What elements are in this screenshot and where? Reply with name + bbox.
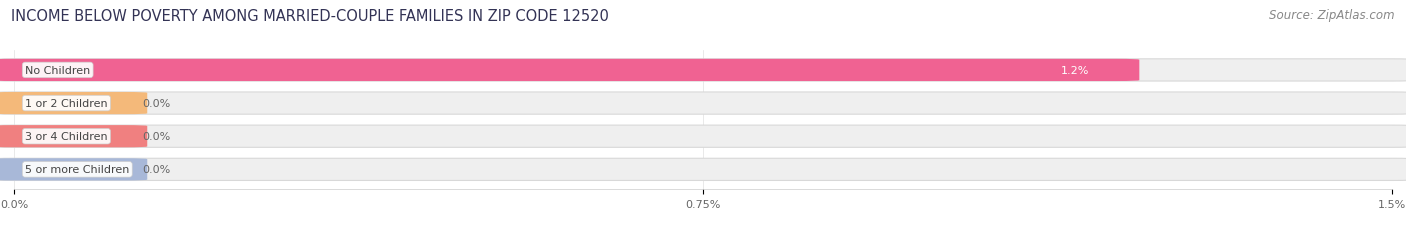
Text: 1 or 2 Children: 1 or 2 Children <box>25 99 108 109</box>
Text: 3 or 4 Children: 3 or 4 Children <box>25 132 108 142</box>
Text: Source: ZipAtlas.com: Source: ZipAtlas.com <box>1270 9 1395 22</box>
Text: INCOME BELOW POVERTY AMONG MARRIED-COUPLE FAMILIES IN ZIP CODE 12520: INCOME BELOW POVERTY AMONG MARRIED-COUPL… <box>11 9 609 24</box>
Text: 0.0%: 0.0% <box>142 165 172 175</box>
Text: 1.2%: 1.2% <box>1060 66 1088 76</box>
FancyBboxPatch shape <box>0 158 148 181</box>
Text: 0.0%: 0.0% <box>142 132 172 142</box>
FancyBboxPatch shape <box>0 60 1406 82</box>
FancyBboxPatch shape <box>0 93 1406 115</box>
FancyBboxPatch shape <box>0 126 148 148</box>
Text: No Children: No Children <box>25 66 90 76</box>
FancyBboxPatch shape <box>0 93 148 115</box>
FancyBboxPatch shape <box>0 158 1406 181</box>
FancyBboxPatch shape <box>0 60 1139 82</box>
FancyBboxPatch shape <box>0 126 1406 148</box>
Text: 0.0%: 0.0% <box>142 99 172 109</box>
Text: 5 or more Children: 5 or more Children <box>25 165 129 175</box>
